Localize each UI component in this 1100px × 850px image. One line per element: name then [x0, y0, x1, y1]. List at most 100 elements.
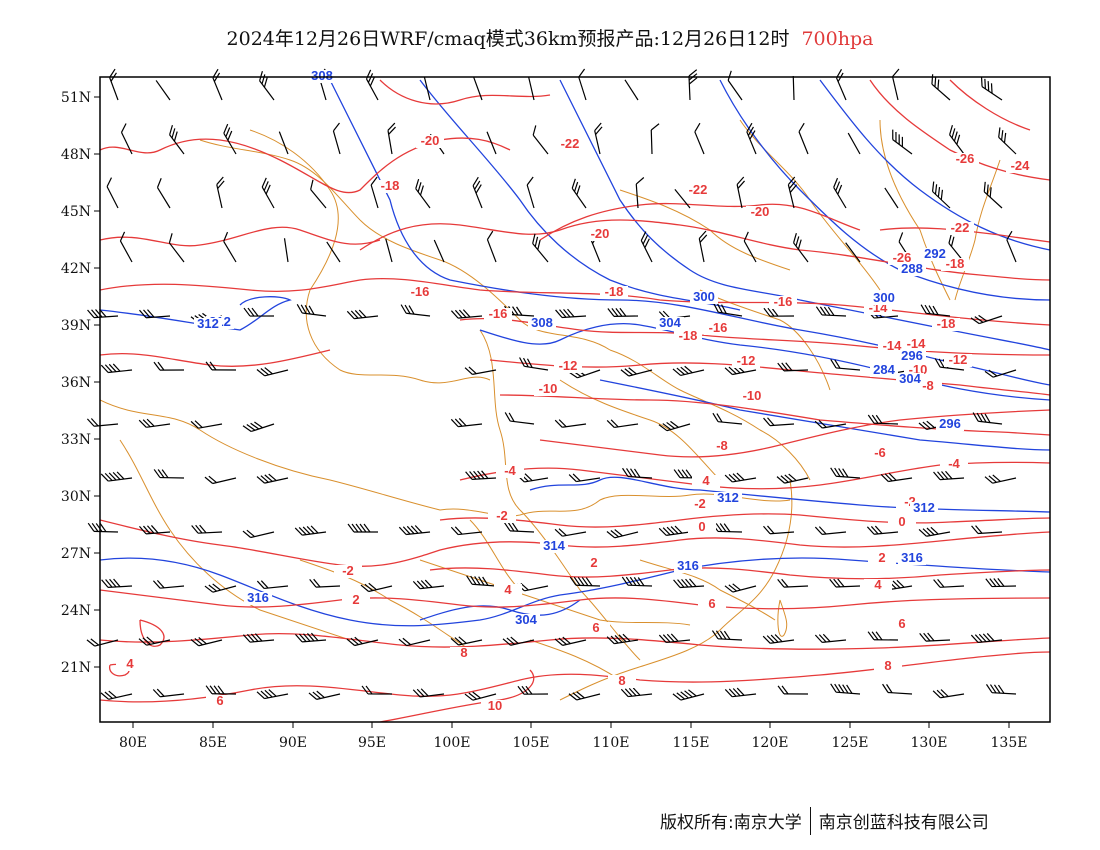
wind-barb-icon: [204, 475, 237, 485]
plot-frame: [99, 76, 1051, 723]
geopotential-label: 316: [247, 590, 269, 605]
wind-barb-icon: [891, 68, 900, 101]
label-background: [732, 355, 760, 368]
temperature-label: 10: [488, 698, 502, 713]
wind-barb-icon: [815, 306, 847, 317]
temperature-label: -4: [504, 463, 516, 478]
temperature-label: -18: [679, 328, 698, 343]
wind-barb-icon: [607, 307, 639, 317]
geopotential-label: 304: [659, 315, 681, 330]
wind-barb-icon: [674, 188, 691, 209]
geopotential-label: 308: [311, 68, 333, 83]
temperature-label: -26: [893, 250, 912, 265]
wind-barb-icon: [473, 77, 483, 101]
temperature-label: -22: [689, 182, 708, 197]
wind-barb-icon: [620, 367, 653, 377]
label-background: [940, 458, 968, 471]
x-tick-label: 110E: [593, 735, 630, 751]
wind-barb-icon: [100, 471, 133, 482]
wind-barb-icon: [472, 176, 483, 209]
x-tick-label: 120E: [752, 735, 789, 751]
wind-barb-icon: [370, 176, 379, 209]
label-background: [714, 492, 742, 505]
y-tick-label: 36N: [61, 375, 91, 391]
wind-barb-icon: [532, 233, 549, 263]
wind-barb-icon: [762, 634, 795, 644]
wind-barb-icon: [882, 683, 913, 695]
wind-barb-icon: [191, 524, 223, 534]
x-tick-label: 105E: [513, 735, 550, 751]
wind-barb-icon: [87, 522, 119, 533]
geopotential-label: 316: [901, 550, 923, 565]
wind-barb-icon: [190, 637, 223, 647]
temperature-label: -2: [496, 508, 508, 523]
wind-barb-icon: [658, 633, 691, 644]
wind-barb-icon: [101, 578, 133, 588]
wind-barb-icon: [970, 633, 1003, 644]
wind-barb-icon: [412, 579, 445, 590]
label-background: [608, 675, 636, 688]
wind-barb-icon: [931, 74, 951, 101]
wind-barb-icon: [152, 579, 185, 589]
label-background: [674, 560, 702, 573]
wind-barb-icon: [724, 583, 757, 593]
temperature-label: -20: [751, 204, 770, 219]
wind-barb-icon: [450, 418, 483, 428]
label-background: [582, 622, 610, 635]
wind-barb-icon: [622, 467, 653, 479]
wind-barb-icon: [310, 179, 327, 209]
temperature-label: -16: [774, 294, 793, 309]
y-tick-label: 42N: [61, 261, 91, 277]
wind-barb-icon: [256, 580, 289, 590]
wind-barb-icon: [554, 419, 587, 428]
wind-barb-icon: [326, 241, 341, 263]
label-background: [481, 700, 509, 713]
wind-barb-icon: [933, 470, 965, 481]
wind-barb-icon: [398, 637, 431, 647]
temperature-label: 4: [874, 577, 882, 592]
temperature-label: -18: [937, 316, 956, 331]
wind-barb-icon: [830, 467, 861, 479]
label-background: [704, 322, 732, 335]
label-background: [898, 350, 926, 363]
x-tick-label: 100E: [434, 735, 471, 751]
x-tick-label: 115E: [673, 735, 710, 751]
wind-barb-icon: [568, 473, 601, 483]
title-text: 2024年12月26日WRF/cmaq模式36km预报产品:12月26日12时: [226, 28, 790, 50]
wind-barb-icon: [672, 689, 705, 701]
wind-barb-icon: [892, 129, 913, 155]
geopotential-label: 284: [873, 362, 895, 377]
label-background: [656, 317, 684, 330]
temperature-contours: [100, 79, 1050, 722]
temperature-label: 0: [698, 519, 705, 534]
wind-barb-icon: [833, 177, 847, 209]
wind-barb-icon: [867, 631, 899, 641]
temperature-label: -16: [709, 320, 728, 335]
wind-barb-icon: [100, 363, 133, 374]
wind-barb-icon: [621, 576, 653, 587]
temperature-label: -4: [948, 456, 960, 471]
wind-barb-icon: [980, 76, 1003, 101]
wind-barb-icon: [332, 122, 341, 155]
label-background: [406, 286, 434, 299]
wind-barb-icon: [466, 575, 497, 587]
wind-barb-icon: [970, 314, 1003, 325]
wind-barb-icon: [361, 685, 393, 695]
temperature-label: 2: [352, 592, 359, 607]
wind-barb-icon: [931, 181, 951, 209]
wind-barb-icon: [242, 633, 275, 643]
label-background: [244, 592, 272, 605]
wind-barb-icon: [387, 122, 396, 155]
wind-barb-icon: [261, 177, 275, 209]
wind-barb-icon: [845, 242, 861, 263]
wind-barb-icon: [798, 122, 809, 155]
wind-barb-icon: [620, 687, 653, 698]
company-text: 南京创蓝科技有限公司: [818, 813, 989, 833]
wind-barb-icon: [829, 578, 861, 588]
wind-barb-icon: [949, 125, 965, 155]
label-background: [688, 521, 716, 534]
wind-barb-icon: [106, 177, 119, 209]
temperature-label: 6: [708, 596, 715, 611]
wind-barb-icon: [400, 304, 431, 317]
wind-barb-icon: [736, 176, 746, 209]
